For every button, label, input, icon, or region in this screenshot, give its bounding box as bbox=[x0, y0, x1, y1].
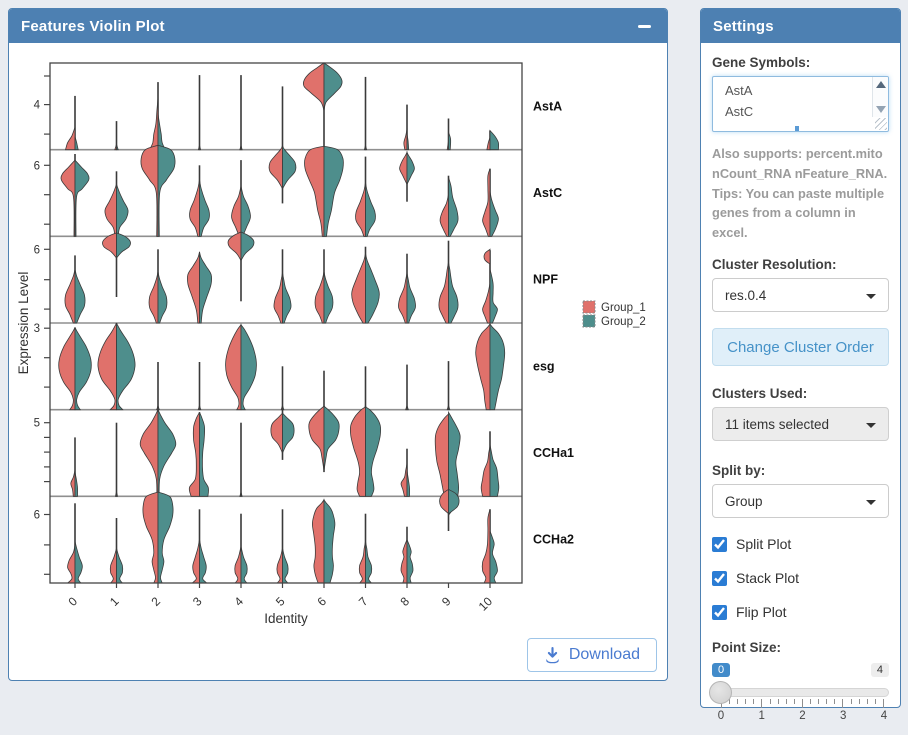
minimize-icon bbox=[637, 24, 651, 28]
plot-panel-header: Features Violin Plot bbox=[9, 9, 667, 43]
flip-plot-label: Flip Plot bbox=[736, 604, 787, 621]
gene-symbol-line: AstC bbox=[725, 104, 754, 119]
download-label: Download bbox=[568, 646, 640, 663]
split-by-label: Split by: bbox=[712, 463, 766, 479]
collapse-panel-button[interactable] bbox=[633, 15, 655, 37]
split-plot-checkbox-row[interactable]: Split Plot bbox=[712, 536, 889, 552]
cluster-resolution-label: Cluster Resolution: bbox=[712, 257, 837, 273]
svg-text:Group_1: Group_1 bbox=[601, 302, 646, 314]
app: Features Violin Plot 4 AstA 6 AstC 6 NPF 3 esg 5… bbox=[8, 8, 901, 722]
settings-panel-title: Settings bbox=[713, 17, 774, 35]
svg-text:6: 6 bbox=[34, 244, 40, 256]
gene-symbols-input[interactable]: AstA AstC bbox=[712, 76, 889, 132]
svg-text:4: 4 bbox=[231, 594, 246, 609]
cluster-resolution-select[interactable]: res.0.4 bbox=[712, 278, 889, 313]
text-cursor bbox=[795, 126, 799, 131]
resize-grip-icon[interactable] bbox=[875, 118, 887, 130]
clusters-used-label: Clusters Used: bbox=[712, 386, 808, 402]
stack-plot-label: Stack Plot bbox=[736, 570, 800, 587]
settings-panel-header: Settings bbox=[701, 9, 900, 43]
plot-panel-title: Features Violin Plot bbox=[21, 17, 165, 35]
svg-text:8: 8 bbox=[397, 594, 412, 609]
gene-symbols-label: Gene Symbols: bbox=[712, 55, 811, 70]
svg-text:CCHa1: CCHa1 bbox=[533, 446, 574, 460]
split-plot-checkbox[interactable] bbox=[712, 536, 727, 552]
svg-text:3: 3 bbox=[190, 594, 205, 609]
svg-text:1: 1 bbox=[107, 594, 122, 609]
download-button[interactable]: Download bbox=[526, 638, 657, 672]
svg-text:5: 5 bbox=[273, 594, 288, 609]
scroll-down-icon[interactable] bbox=[875, 106, 886, 113]
svg-text:Group_2: Group_2 bbox=[601, 316, 646, 328]
clusters-used-value: 11 items selected bbox=[725, 416, 830, 432]
svg-text:3: 3 bbox=[34, 323, 40, 335]
change-cluster-order-button[interactable]: Change Cluster Order bbox=[712, 328, 889, 367]
svg-text:7: 7 bbox=[356, 594, 371, 609]
violin-plot-panel: Features Violin Plot 4 AstA 6 AstC 6 NPF 3 esg 5… bbox=[8, 8, 668, 681]
violin-chart: 4 AstA 6 AstC 6 NPF 3 esg 5 CCHa1 6 CCHa2 0 1 2 3 4 5 6 7 8 9… bbox=[9, 43, 669, 648]
svg-text:esg: esg bbox=[533, 359, 555, 373]
flip-plot-checkbox-row[interactable]: Flip Plot bbox=[712, 604, 889, 620]
slider-handle[interactable] bbox=[709, 681, 732, 705]
svg-text:5: 5 bbox=[34, 418, 40, 430]
gene-symbol-line: AstA bbox=[725, 83, 753, 98]
svg-text:AstA: AstA bbox=[533, 99, 562, 113]
svg-text:6: 6 bbox=[314, 594, 329, 609]
svg-text:Identity: Identity bbox=[264, 611, 308, 626]
split-plot-label: Split Plot bbox=[736, 536, 792, 553]
download-icon bbox=[546, 646, 559, 663]
scroll-up-icon[interactable] bbox=[875, 81, 886, 88]
svg-text:NPF: NPF bbox=[533, 273, 558, 287]
svg-text:CCHa2: CCHa2 bbox=[533, 533, 574, 547]
svg-text:2: 2 bbox=[148, 594, 163, 609]
split-by-value: Group bbox=[725, 493, 763, 509]
svg-text:10: 10 bbox=[476, 594, 496, 614]
stack-plot-checkbox[interactable] bbox=[712, 570, 727, 586]
svg-text:9: 9 bbox=[439, 594, 454, 609]
cluster-resolution-value: res.0.4 bbox=[725, 287, 767, 303]
plot-panel-body: 4 AstA 6 AstC 6 NPF 3 esg 5 CCHa1 6 CCHa2 0 1 2 3 4 5 6 7 8 9… bbox=[9, 43, 667, 680]
clusters-used-select[interactable]: 11 items selected bbox=[712, 407, 889, 442]
chevron-down-icon bbox=[866, 500, 876, 506]
slider-value-badge: 0 bbox=[712, 663, 731, 678]
svg-text:0: 0 bbox=[65, 594, 80, 609]
flip-plot-checkbox[interactable] bbox=[712, 604, 727, 620]
slider-track[interactable] bbox=[712, 688, 889, 698]
slider-max-badge: 4 bbox=[870, 663, 889, 678]
slider-ticks bbox=[721, 699, 884, 709]
chevron-down-icon bbox=[866, 294, 876, 300]
stack-plot-checkbox-row[interactable]: Stack Plot bbox=[712, 570, 889, 586]
gene-symbols-help-text: Also supports: percent.mito nCount_RNA n… bbox=[712, 146, 888, 241]
settings-body: Gene Symbols: AstA AstC Also supports: p… bbox=[701, 43, 900, 735]
point-size-label: Point Size: bbox=[712, 640, 782, 656]
svg-text:4: 4 bbox=[34, 100, 41, 112]
chevron-down-icon bbox=[866, 423, 876, 429]
svg-text:6: 6 bbox=[34, 160, 40, 172]
gene-symbols-values: AstA AstC bbox=[713, 77, 888, 122]
svg-text:Expression Level: Expression Level bbox=[16, 272, 31, 375]
gene-box-scrollbar[interactable] bbox=[872, 77, 888, 117]
svg-text:AstC: AstC bbox=[533, 186, 562, 200]
settings-panel: Settings Gene Symbols: AstA AstC Also su… bbox=[700, 8, 901, 722]
svg-text:6: 6 bbox=[34, 510, 40, 522]
split-by-select[interactable]: Group bbox=[712, 484, 889, 519]
